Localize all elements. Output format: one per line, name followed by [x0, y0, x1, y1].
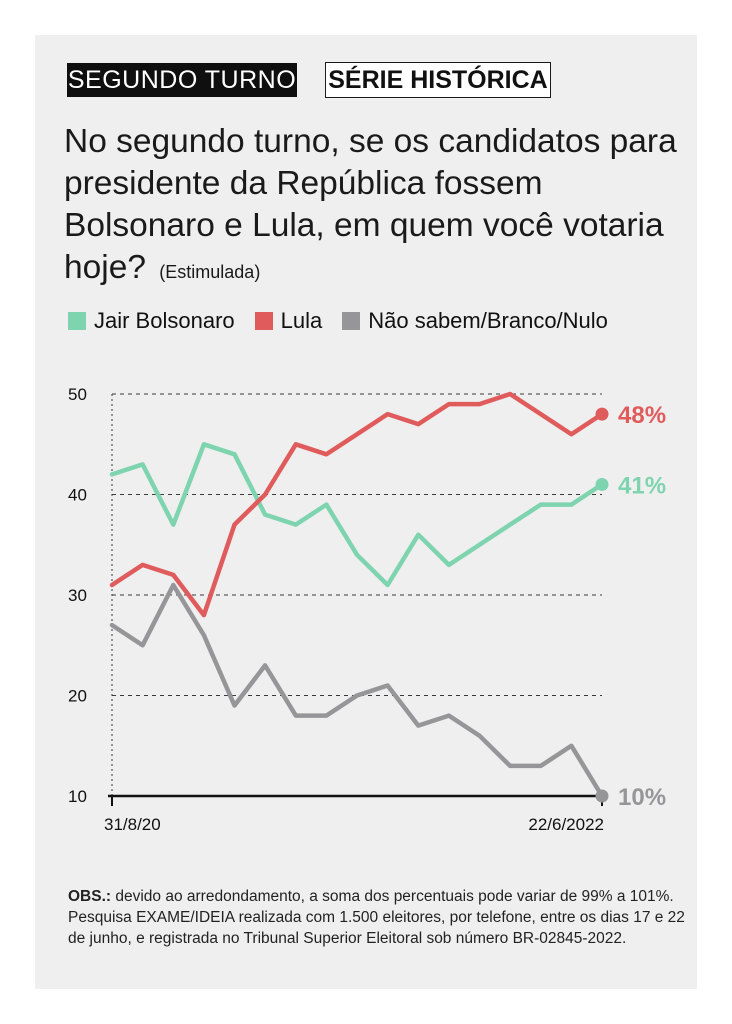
tag-serie-historica: SÉRIE HISTÓRICA	[325, 62, 551, 98]
y-tick-20: 20	[68, 687, 87, 706]
footnote-label: OBS.:	[68, 888, 112, 905]
x-label-end: 22/6/2022	[528, 815, 604, 834]
legend-item-lula: Lula	[254, 308, 323, 334]
legend-label-outros: Não sabem/Branco/Nulo	[368, 308, 608, 333]
end-label-bolsonaro: 41%	[618, 472, 666, 499]
legend-label-lula: Lula	[280, 308, 323, 333]
tag-segundo-turno: SEGUNDO TURNO	[67, 63, 297, 97]
end-label-outros: 10%	[618, 784, 666, 811]
chart-question: No segundo turno, se os candidatos para …	[64, 121, 684, 293]
end-point-lula	[595, 407, 609, 421]
legend-label-bolsonaro: Jair Bolsonaro	[94, 308, 235, 333]
series-line-outros	[109, 582, 605, 799]
footnote: OBS.: devido ao arredondamento, a soma d…	[68, 886, 688, 949]
series-line-bolsonaro	[109, 442, 605, 588]
y-tick-40: 40	[68, 486, 87, 505]
chart-legend: Jair Bolsonaro Lula Não sabem/Branco/Nul…	[68, 308, 628, 334]
y-tick-30: 30	[68, 586, 87, 605]
legend-swatch-outros	[342, 312, 361, 330]
legend-item-bolsonaro: Jair Bolsonaro	[68, 308, 235, 334]
legend-item-outros: Não sabem/Branco/Nulo	[342, 308, 608, 334]
question-text: No segundo turno, se os candidatos para …	[64, 123, 677, 286]
card-background	[35, 35, 697, 989]
end-point-bolsonaro	[595, 477, 609, 491]
question-qualifier: (Estimulada)	[159, 262, 261, 282]
legend-swatch-lula	[254, 312, 273, 330]
x-label-start: 31/8/20	[104, 815, 161, 834]
footnote-text: devido ao arredondamento, a soma dos per…	[68, 888, 685, 947]
y-tick-50: 50	[68, 385, 87, 404]
y-tick-10: 10	[68, 787, 87, 806]
end-label-lula: 48%	[618, 402, 666, 429]
series-line-lula	[109, 391, 605, 618]
end-point-outros	[595, 789, 609, 803]
legend-swatch-bolsonaro	[68, 312, 86, 330]
